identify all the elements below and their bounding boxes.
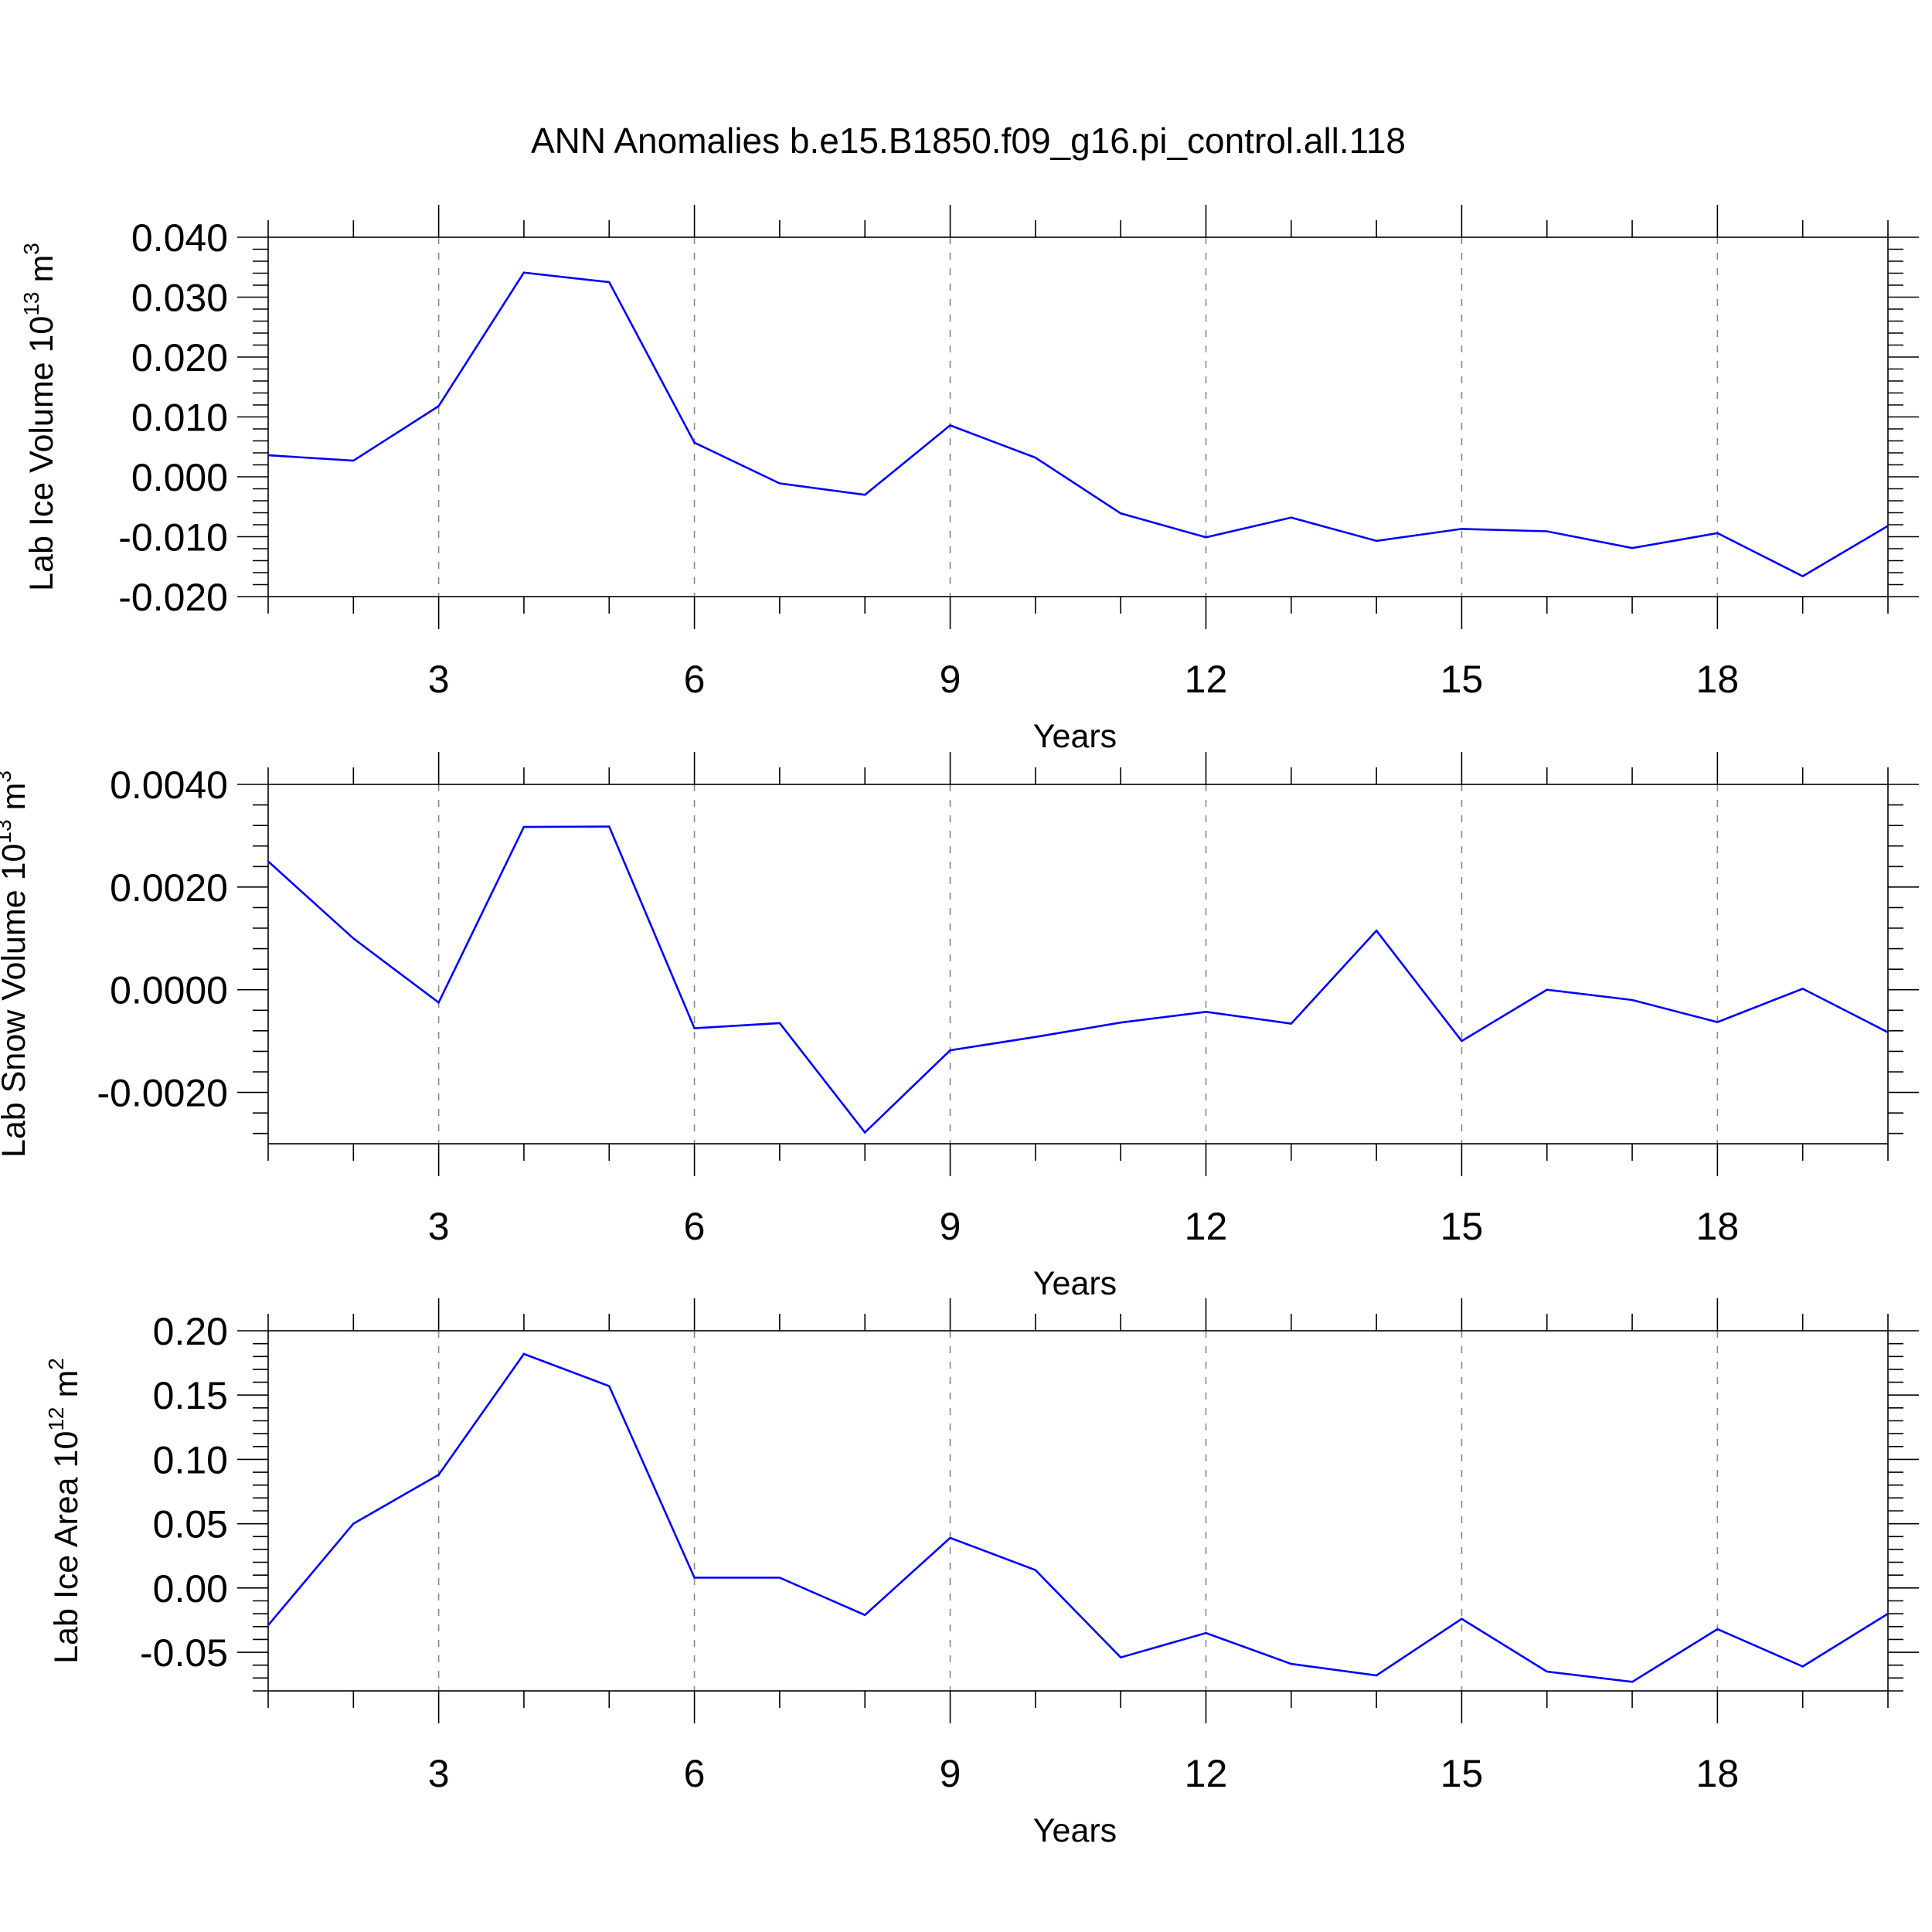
x-tick-label: 6 [684, 658, 706, 701]
y-tick-label: 0.05 [153, 1503, 228, 1546]
x-tick-label: 15 [1440, 1205, 1484, 1248]
data-series-line [267, 271, 1889, 578]
y-axis-label-unit-exponent: 3 [19, 243, 43, 255]
y-axis-label-text: Lab Ice Area 10 [48, 1431, 85, 1664]
y-axis-label: Lab Snow Volume 1013 m3 [0, 770, 32, 1158]
x-tick-label: 3 [428, 1752, 450, 1795]
y-tick-label: 0.020 [131, 336, 228, 379]
x-tick-label: 15 [1440, 658, 1484, 701]
y-tick-label: 0.010 [131, 396, 228, 440]
data-series-line [267, 825, 1889, 1134]
x-tick-label: 3 [428, 658, 450, 701]
y-axis-label: Lab Ice Volume 1013 m3 [19, 243, 60, 591]
x-tick-label: 18 [1696, 1205, 1740, 1248]
x-tick-label: 3 [428, 1205, 450, 1248]
x-tick-label: 18 [1696, 658, 1740, 701]
y-tick-label: 0.15 [153, 1374, 228, 1417]
x-tick-label: 12 [1185, 1205, 1228, 1248]
x-axis-label: Years [1033, 1812, 1117, 1849]
y-tick-label: 0.0000 [110, 969, 228, 1012]
y-axis-label-text: Lab Ice Volume 10 [23, 316, 60, 591]
y-tick-label: -0.05 [140, 1631, 228, 1675]
x-tick-label: 12 [1185, 658, 1228, 701]
x-tick-label: 6 [684, 1752, 706, 1795]
plot-frame [267, 784, 1889, 1145]
chart-panel-1: -0.020 -0.010 0.000 0.010 0.020 0.030 0.040 3 6 9… [19, 205, 1919, 755]
y-axis-label-unit: m [0, 783, 32, 820]
chart-panel-2: -0.0020 0.0000 0.0020 0.0040 3 6 9 12 15 18 Years L… [0, 752, 1919, 1302]
x-tick-label: 15 [1440, 1752, 1484, 1795]
y-tick-label: 0.0020 [110, 866, 228, 910]
y-tick-label: 0.040 [131, 216, 228, 260]
y-tick-label: -0.0020 [97, 1072, 228, 1115]
y-tick-label: 0.00 [153, 1567, 228, 1611]
x-tick-label: 9 [940, 1205, 961, 1248]
chart-title: ANN Anomalies b.e15.B1850.f09_g16.pi_con… [531, 121, 1406, 161]
y-axis-label-exponent: 13 [0, 819, 15, 843]
x-tick-label: 18 [1696, 1752, 1740, 1795]
y-axis-label-unit-exponent: 2 [44, 1358, 68, 1370]
y-tick-label: 0.030 [131, 277, 228, 320]
y-tick-label: 0.0040 [110, 764, 228, 807]
y-tick-label: 0.20 [153, 1310, 228, 1353]
chart-panel-3: -0.05 0.00 0.05 0.10 0.15 0.20 3 6 9 12 15 18 Years L… [44, 1298, 1919, 1849]
x-axis-label: Years [1033, 1265, 1117, 1302]
y-axis-label: Lab Ice Area 1012 m2 [44, 1358, 85, 1664]
data-series-line [267, 1352, 1889, 1683]
x-tick-label: 6 [684, 1205, 706, 1248]
y-axis-label-unit-exponent: 3 [0, 770, 15, 783]
x-tick-label: 12 [1185, 1752, 1228, 1795]
x-tick-label: 9 [940, 658, 961, 701]
y-tick-label: -0.020 [118, 576, 228, 619]
plot-frame [267, 1330, 1889, 1692]
y-axis-label-text: Lab Snow Volume 10 [0, 844, 32, 1158]
y-axis-label-exponent: 13 [19, 292, 43, 316]
chart-panels: -0.020 -0.010 0.000 0.010 0.020 0.030 0.040 3 6 9… [0, 205, 1919, 1849]
y-tick-label: 0.10 [153, 1438, 228, 1481]
y-tick-label: -0.010 [118, 516, 228, 560]
y-axis-label-unit: m [48, 1370, 85, 1407]
x-tick-label: 9 [940, 1752, 961, 1795]
y-axis-label-unit: m [23, 255, 60, 292]
y-axis-label-exponent: 12 [44, 1406, 68, 1430]
x-axis-label: Years [1033, 718, 1117, 755]
y-tick-label: 0.000 [131, 456, 228, 499]
